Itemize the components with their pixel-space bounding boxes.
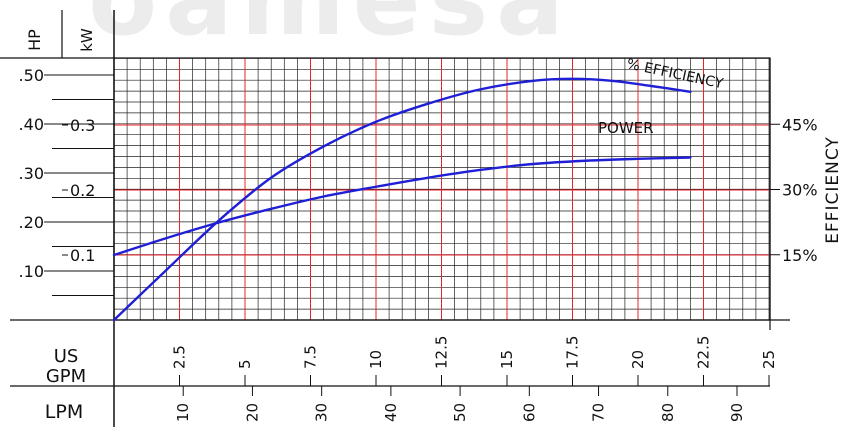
gpm-axis-title-line2: GPM — [46, 366, 86, 387]
efficiency-axis-ticks: 15% 30% 45% — [770, 115, 818, 265]
efficiency-tick-label: 15% — [782, 246, 818, 265]
gpm-tick-label: 7.5 — [302, 345, 320, 369]
gpm-axis-title-line1: US — [54, 346, 79, 367]
hp-tick-label: .10 — [19, 262, 44, 281]
hp-axis-ticks: .10 .20 .30 .40 .50 — [19, 66, 114, 296]
series-group — [112, 77, 692, 322]
efficiency-tick-label: 45% — [782, 115, 818, 134]
lpm-tick-label: 40 — [382, 403, 400, 422]
kw-tick-label: 0.2 — [70, 181, 95, 200]
efficiency-tick-label: 30% — [782, 181, 818, 200]
gpm-tick-label: 2.5 — [171, 345, 189, 369]
gpm-tick-label: 5 — [236, 359, 254, 369]
kw-axis-ticks: 0.1 0.2 0.3 — [62, 116, 95, 265]
gpm-tick-label: 20 — [629, 350, 647, 369]
lpm-tick-label: 70 — [590, 403, 608, 422]
lpm-tick-label: 90 — [728, 403, 746, 422]
gpm-tick-label: 17.5 — [564, 336, 582, 369]
gpm-tick-label: 10 — [367, 350, 385, 369]
lpm-tick-label: 20 — [243, 403, 261, 422]
hp-tick-label: .30 — [19, 164, 44, 183]
lpm-tick-label: 10 — [174, 403, 192, 422]
efficiency-axis-title: EFFICIENCY — [823, 136, 843, 244]
gpm-tick-label: 15 — [498, 350, 516, 369]
efficiency-series-label: % EFFICIENCY — [625, 56, 725, 92]
gpm-axis-ticks: 2.5 5 7.5 10 12.5 15 17.5 20 22.5 25 — [171, 336, 778, 386]
hp-tick-label: .50 — [19, 66, 44, 85]
lpm-axis-ticks: 10 20 30 40 50 60 70 80 90 — [174, 386, 746, 422]
lpm-tick-label: 30 — [313, 403, 331, 422]
power-series-label: POWER — [598, 119, 654, 137]
efficiency-curve — [112, 77, 692, 322]
gpm-tick-label: 12.5 — [433, 336, 451, 369]
watermark-text: oamesa — [88, 0, 571, 58]
lpm-axis-title: LPM — [45, 401, 83, 423]
gpm-tick-label: 25 — [760, 350, 778, 369]
hp-tick-label: .40 — [19, 115, 44, 134]
gpm-tick-label: 22.5 — [695, 336, 713, 369]
kw-axis-header: kW — [78, 28, 96, 52]
lpm-tick-label: 80 — [659, 403, 677, 422]
grid-major — [114, 58, 770, 320]
lpm-tick-label: 60 — [520, 403, 538, 422]
hp-axis-header: HP — [25, 29, 44, 51]
chart-frame — [0, 10, 790, 427]
lpm-tick-label: 50 — [451, 403, 469, 422]
hp-tick-label: .20 — [19, 213, 44, 232]
kw-tick-label: 0.1 — [70, 246, 95, 265]
kw-tick-label: 0.3 — [70, 116, 95, 135]
